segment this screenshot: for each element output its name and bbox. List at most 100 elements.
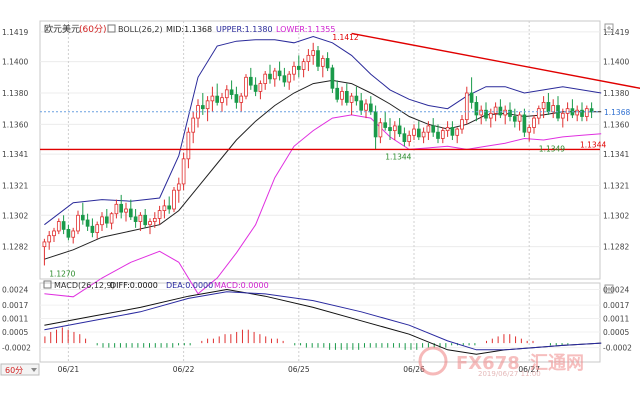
candle-body bbox=[296, 65, 301, 70]
candle-body bbox=[90, 225, 95, 233]
main-y-tick-right: 1.1419 bbox=[603, 28, 629, 37]
main-y-tick-right: 1.1341 bbox=[603, 150, 629, 159]
candle-body bbox=[47, 235, 52, 243]
main-y-tick-right: 1.1380 bbox=[603, 89, 629, 98]
candle-body bbox=[186, 131, 191, 160]
candle-body bbox=[565, 108, 570, 114]
candle-body bbox=[100, 216, 104, 226]
candle-body bbox=[359, 100, 364, 111]
macd-expand-icon[interactable] bbox=[604, 284, 614, 294]
candle-body bbox=[119, 203, 124, 213]
candle-body bbox=[124, 208, 128, 213]
period-label: (60分) bbox=[79, 24, 106, 35]
candle-body bbox=[541, 101, 546, 110]
candle-body bbox=[205, 100, 210, 110]
candle-body bbox=[287, 73, 292, 83]
macd-y-tick-right: 0.0024 bbox=[603, 285, 629, 294]
watermark-cn: 汇通网 bbox=[530, 353, 584, 374]
candle-body bbox=[546, 101, 551, 113]
watermark-logo-icon bbox=[418, 346, 448, 376]
boll-toggle-icon[interactable] bbox=[107, 24, 116, 33]
macd-y-tick-right: -0.0002 bbox=[603, 344, 632, 353]
macd-diff-label: DIFF:0.0000 bbox=[110, 281, 158, 290]
candle-body bbox=[392, 125, 397, 132]
macd-value-label: MACD:0.0000 bbox=[214, 281, 269, 290]
candle-body bbox=[215, 95, 220, 103]
candle-body bbox=[311, 50, 316, 56]
candle-body bbox=[479, 109, 484, 116]
candle-body bbox=[522, 114, 527, 133]
candle-body bbox=[220, 97, 224, 103]
symbol-label: 欧元美元 bbox=[44, 23, 80, 35]
period-select-label: 60分 bbox=[5, 366, 23, 375]
boll-upper-line bbox=[44, 35, 602, 226]
boll-upper-label: UPPER:1.1380 bbox=[216, 25, 273, 34]
candle-body bbox=[248, 76, 253, 86]
candle-body bbox=[138, 214, 143, 222]
period-select-button[interactable] bbox=[0, 363, 40, 376]
candle-body bbox=[143, 214, 148, 226]
last-price-label: 1.1368 bbox=[604, 108, 630, 117]
candle-body bbox=[474, 101, 479, 116]
main-y-tick-left: 1.1400 bbox=[2, 58, 28, 67]
x-tick-label: 06/22 bbox=[173, 365, 195, 374]
macd-y-tick-left: -0.0002 bbox=[2, 344, 31, 353]
candle-body bbox=[527, 127, 532, 133]
candle-body bbox=[268, 73, 272, 80]
candle-body bbox=[263, 73, 268, 84]
macd-y-tick-left: 0.0024 bbox=[2, 285, 28, 294]
candle-body bbox=[234, 94, 239, 103]
candle-body bbox=[109, 213, 114, 224]
chevron-down-icon bbox=[31, 368, 37, 372]
candle-body bbox=[560, 112, 565, 119]
candle-body bbox=[95, 224, 100, 233]
candle-body bbox=[532, 117, 536, 128]
boll-label: BOLL(26,2) bbox=[118, 25, 163, 34]
candle-body bbox=[431, 125, 436, 133]
boll-mid-label: MID:1.1368 bbox=[166, 25, 212, 34]
candle-body bbox=[580, 109, 584, 117]
boll-mid-line bbox=[44, 79, 602, 260]
candle-body bbox=[536, 108, 541, 119]
candle-body bbox=[383, 122, 388, 128]
main-y-tick-left: 1.1341 bbox=[2, 150, 28, 159]
watermark-date: 2019/06/27 11:00 bbox=[478, 370, 541, 378]
x-axis: 06/21 06/22 06/25 06/26 06/27 bbox=[58, 365, 541, 374]
macd-grid bbox=[40, 283, 600, 362]
candle-body bbox=[114, 203, 119, 215]
candle-body bbox=[498, 106, 503, 116]
x-tick-label: 06/21 bbox=[58, 365, 80, 374]
candle-body bbox=[455, 128, 460, 136]
main-y-tick-left: 1.1419 bbox=[2, 28, 28, 37]
candle-body bbox=[176, 183, 181, 191]
candle-body bbox=[316, 50, 320, 67]
macd-series bbox=[44, 288, 602, 355]
candle-body bbox=[488, 112, 493, 119]
candle-body bbox=[426, 125, 431, 133]
main-y-tick-left: 1.1282 bbox=[2, 243, 28, 252]
macd-y-tick-left: 0.0005 bbox=[2, 328, 28, 337]
candle-body bbox=[484, 109, 488, 119]
candle-body bbox=[71, 230, 76, 238]
candle-body bbox=[517, 114, 522, 122]
candle-body bbox=[373, 111, 378, 138]
candle-body bbox=[292, 65, 296, 75]
macd-y-tick-right: 0.0011 bbox=[603, 315, 629, 324]
candle-body bbox=[344, 91, 349, 103]
candle-body bbox=[436, 131, 440, 139]
candle-body bbox=[493, 106, 498, 114]
candle-body bbox=[152, 218, 157, 222]
candle-body bbox=[575, 109, 580, 116]
expand-icon[interactable] bbox=[604, 23, 614, 33]
macd-toggle-icon[interactable] bbox=[43, 280, 52, 289]
candle-body bbox=[335, 87, 340, 100]
candle-body bbox=[320, 58, 325, 67]
main-y-axis: 1.1419 1.1419 1.1400 1.1400 1.1380 1.1380 1.13… bbox=[2, 28, 629, 252]
price-annotation: 1.1344 bbox=[385, 152, 411, 161]
candle-body bbox=[301, 61, 306, 70]
candle-body bbox=[104, 216, 109, 224]
main-y-tick-right: 1.1302 bbox=[603, 211, 629, 220]
candle-body bbox=[148, 221, 152, 226]
candle-body bbox=[416, 128, 421, 138]
